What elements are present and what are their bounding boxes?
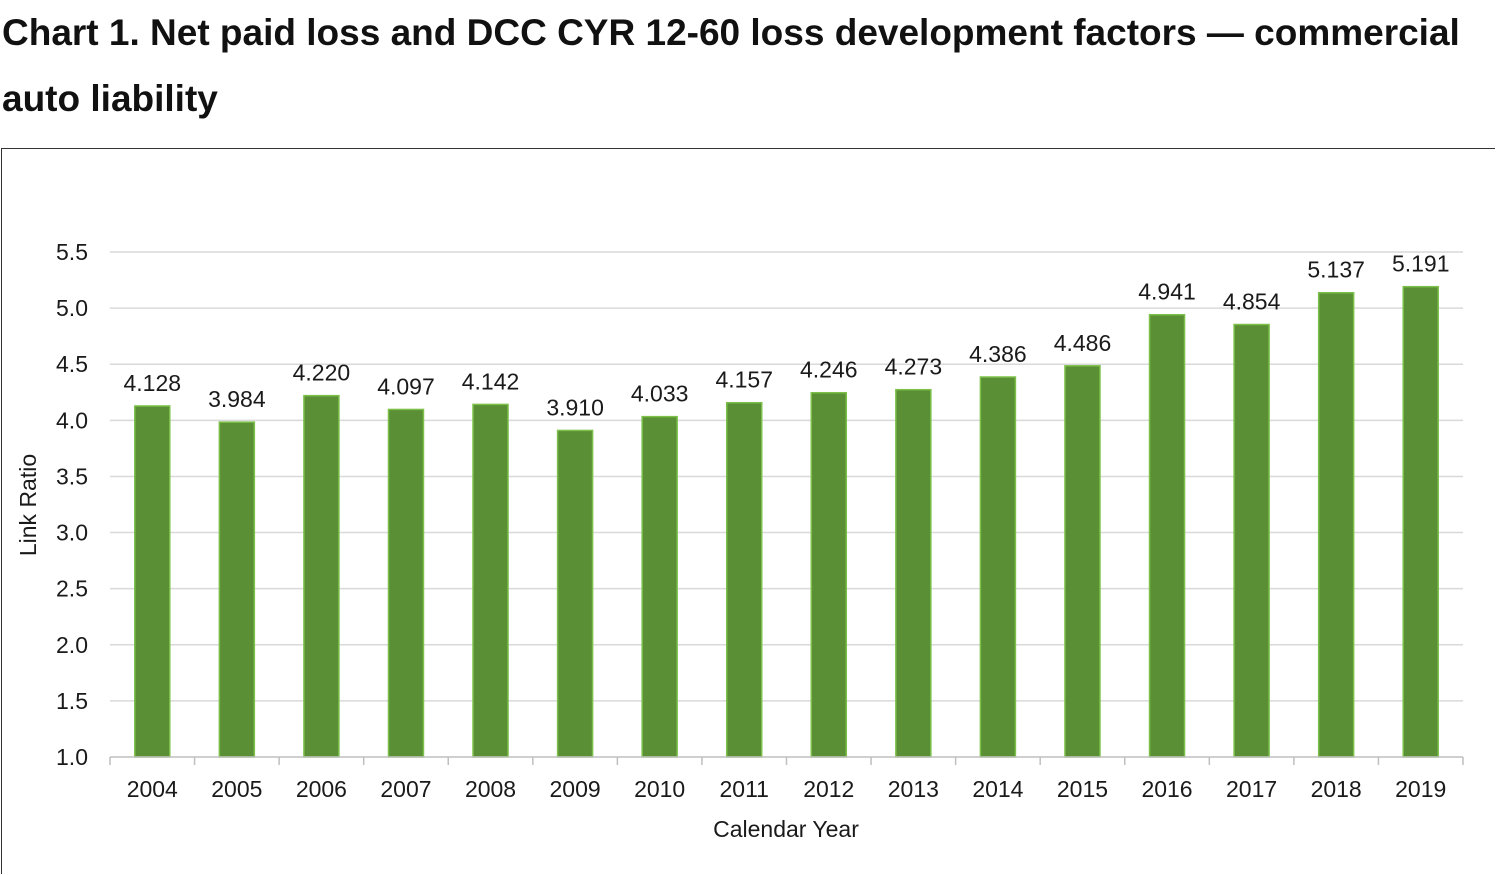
y-tick-label: 4.0 (56, 407, 88, 433)
x-tick-label: 2011 (719, 776, 768, 802)
data-label: 4.854 (1223, 288, 1281, 314)
bar-2012 (810, 391, 848, 758)
bar-2015 (1064, 365, 1101, 758)
data-label: 3.984 (208, 386, 266, 412)
x-tick-label: 2007 (380, 776, 431, 802)
y-tick-label: 4.5 (56, 351, 88, 377)
x-tick-label: 2015 (1057, 776, 1108, 802)
x-axis: 2004 2005 2006 2007 2008 2009 2010 2011 2012 2013… (109, 756, 1464, 802)
bar-2017 (1233, 323, 1270, 758)
y-tick-label: 1.0 (56, 744, 88, 770)
y-axis: 1.0 1.5 2.0 2.5 3.0 3.5 4.0 4.5 5.0 5.5 (56, 239, 88, 770)
bar-2004 (134, 405, 171, 758)
bar-2019 (1402, 285, 1439, 758)
x-tick-label: 2016 (1141, 776, 1192, 802)
data-label: 5.137 (1307, 257, 1365, 283)
data-label: 4.246 (800, 357, 858, 383)
bar-2013 (895, 388, 932, 758)
data-label: 4.486 (1054, 330, 1112, 356)
x-axis-label: Calendar Year (713, 816, 859, 842)
y-tick-label: 5.5 (56, 239, 88, 265)
y-tick-label: 3.5 (56, 463, 88, 489)
x-tick-label: 2004 (127, 776, 178, 802)
data-label: 4.097 (377, 373, 435, 399)
data-label: 5.191 (1392, 251, 1450, 277)
data-label: 4.128 (124, 370, 182, 396)
bar-2018 (1317, 291, 1355, 758)
bar-2008 (472, 403, 509, 758)
x-tick-label: 2012 (803, 776, 854, 802)
data-label: 4.273 (885, 354, 943, 380)
chart-title: Chart 1. Net paid loss and DCC CYR 12-60… (2, 12, 1460, 119)
x-tick-label: 2013 (888, 776, 939, 802)
y-tick-label: 2.0 (56, 632, 88, 658)
data-label: 4.033 (631, 381, 689, 407)
x-tick-label: 2014 (972, 776, 1023, 802)
x-tick-label: 2006 (296, 776, 347, 802)
x-tick-label: 2005 (211, 776, 262, 802)
data-label: 4.386 (969, 341, 1027, 367)
x-tick-label: 2009 (550, 776, 601, 802)
y-tick-label: 2.5 (56, 576, 88, 602)
bar-2005 (218, 421, 256, 758)
bar-2016 (1148, 313, 1186, 758)
x-tick-label: 2008 (465, 776, 516, 802)
y-tick-label: 1.5 (56, 688, 88, 714)
bars (134, 285, 1439, 758)
bar-2007 (387, 408, 425, 758)
bar-2011 (725, 401, 763, 758)
x-tick-label: 2017 (1226, 776, 1277, 802)
data-labels: 4.128 3.984 4.220 4.097 4.142 3.910 4.033 4.157… (124, 251, 1450, 421)
data-label: 4.941 (1138, 279, 1196, 305)
y-axis-label: Link Ratio (15, 454, 41, 556)
data-label: 3.910 (546, 394, 604, 420)
bar-2006 (303, 394, 340, 758)
bar-2009 (556, 429, 594, 758)
data-label: 4.142 (462, 368, 520, 394)
bar-2014 (979, 376, 1017, 758)
bar-2010 (641, 415, 678, 758)
y-tick-label: 5.0 (56, 295, 88, 321)
x-tick-label: 2018 (1311, 776, 1362, 802)
data-label: 4.157 (715, 367, 773, 393)
x-tick-label: 2010 (634, 776, 685, 802)
y-tick-label: 3.0 (56, 520, 88, 546)
data-label: 4.220 (293, 360, 351, 386)
chart-frame (1, 148, 1495, 874)
x-tick-label: 2019 (1395, 776, 1446, 802)
